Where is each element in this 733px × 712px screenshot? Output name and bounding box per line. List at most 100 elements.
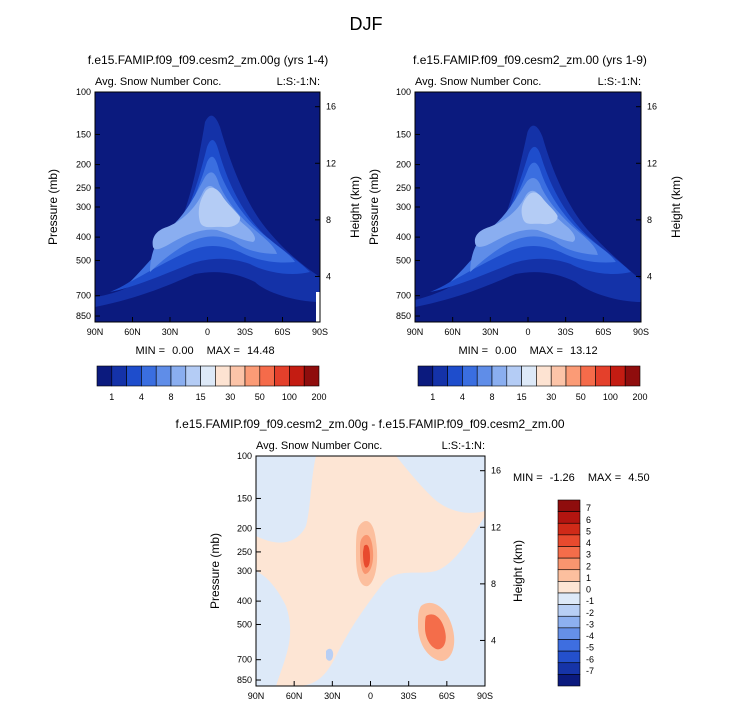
y-tick-right-label: 4 bbox=[491, 635, 496, 645]
x-tick-label: 0 bbox=[205, 327, 210, 337]
colorbar-swatch bbox=[111, 365, 127, 387]
colorbar-swatch bbox=[289, 365, 305, 387]
plot-area bbox=[95, 92, 320, 322]
missing-data-strip bbox=[316, 292, 320, 322]
colorbar-swatch bbox=[624, 365, 641, 387]
colorbar-label: -7 bbox=[586, 666, 594, 676]
colorbar-swatch bbox=[274, 365, 290, 387]
y-tick-label: 300 bbox=[76, 202, 91, 212]
stats-max-label: MAX = bbox=[530, 345, 563, 357]
contour-band-6 bbox=[521, 192, 558, 225]
colorbar-label: 4 bbox=[139, 392, 144, 402]
contour-pos-upper-3 bbox=[363, 544, 370, 568]
x-tick-label: 90N bbox=[248, 691, 265, 701]
x-tick-label: 30S bbox=[401, 691, 417, 701]
x-tick-label: 90S bbox=[633, 327, 649, 337]
colorbar: 1 4 8 15 30 50 100 200 bbox=[417, 365, 648, 402]
colorbar-label: 6 bbox=[586, 515, 591, 525]
colorbar-label: -6 bbox=[586, 654, 594, 664]
y-axis-ticks-right: 16 12 8 4 bbox=[315, 102, 336, 281]
stats-min-value: 0.00 bbox=[495, 345, 516, 357]
colorbar-swatch bbox=[595, 365, 611, 387]
y-tick-right-label: 8 bbox=[326, 215, 331, 225]
colorbar-label: 0 bbox=[586, 585, 591, 595]
colorbar-label: -3 bbox=[586, 619, 594, 629]
y-tick-label: 400 bbox=[76, 232, 91, 242]
colorbar-swatch bbox=[557, 511, 581, 524]
stats-max-value: 4.50 bbox=[628, 472, 649, 484]
stats-min-value: -1.26 bbox=[550, 472, 575, 484]
colorbar-swatch bbox=[126, 365, 142, 387]
colorbar-swatch bbox=[610, 365, 626, 387]
colorbar-label: 8 bbox=[489, 392, 494, 402]
colorbar-swatch bbox=[550, 365, 567, 387]
colorbar-label: 50 bbox=[255, 392, 265, 402]
panel-subtitle-left: Avg. Snow Number Conc. bbox=[95, 76, 221, 88]
chart-panel-2: f.e15.FAMIP.f09_f09.cesm2_zm.00 (yrs 1-9… bbox=[367, 53, 683, 402]
y-tick-label: 300 bbox=[237, 566, 252, 576]
colorbar-swatch bbox=[557, 639, 581, 652]
x-tick-label: 60S bbox=[439, 691, 455, 701]
colorbar-label: 200 bbox=[311, 392, 326, 402]
stats-line: MIN = 0.00 MAX = 13.12 bbox=[458, 345, 597, 357]
colorbar-swatch bbox=[557, 557, 581, 571]
y-axis-ticks-right: 16 12 8 4 bbox=[636, 102, 657, 281]
y-tick-label: 100 bbox=[396, 87, 411, 97]
colorbar-swatch bbox=[536, 365, 552, 387]
x-tick-label: 90N bbox=[407, 327, 424, 337]
colorbar-swatch bbox=[557, 581, 581, 594]
y-tick-label: 500 bbox=[237, 619, 252, 629]
y-axis-label: Pressure (mb) bbox=[46, 169, 60, 245]
panel-title: f.e15.FAMIP.f09_f09.cesm2_zm.00 (yrs 1-9… bbox=[413, 53, 647, 67]
y-tick-label: 250 bbox=[237, 547, 252, 557]
y-tick-label: 500 bbox=[396, 255, 411, 265]
colorbar-swatch bbox=[557, 534, 581, 547]
plot-area bbox=[415, 92, 641, 322]
x-tick-label: 60N bbox=[124, 327, 141, 337]
stats-line: MIN = -1.26 MAX = 4.50 bbox=[513, 472, 650, 484]
colorbar-label: 7 bbox=[586, 503, 591, 513]
x-tick-label: 0 bbox=[368, 691, 373, 701]
contour-negative-spot bbox=[326, 648, 334, 661]
y-tick-right-label: 8 bbox=[491, 579, 496, 589]
panel-subtitle-right: L:S:-1:N: bbox=[598, 76, 641, 88]
colorbar-swatch bbox=[215, 365, 231, 387]
y-tick-right-label: 16 bbox=[647, 102, 657, 112]
colorbar-label: -1 bbox=[586, 596, 594, 606]
colorbar-swatch bbox=[155, 365, 172, 387]
y-axis-ticks: 100 150 200 250 300 400 500 700 850 bbox=[237, 451, 261, 685]
colorbar-label: 15 bbox=[517, 392, 527, 402]
x-axis-ticks: 90N 60N 30N 0 30S 60S 90S bbox=[407, 317, 649, 337]
stats-max-label: MAX = bbox=[207, 345, 240, 357]
colorbar-swatch bbox=[229, 365, 246, 387]
colorbar-swatch bbox=[303, 365, 320, 387]
colorbar-swatch bbox=[557, 499, 581, 512]
y-tick-label: 700 bbox=[76, 291, 91, 301]
colorbar: 1 4 8 15 30 50 100 200 bbox=[96, 365, 327, 402]
stats-min-value: 0.00 bbox=[172, 345, 193, 357]
y-tick-label: 100 bbox=[76, 87, 91, 97]
y-tick-label: 200 bbox=[237, 524, 252, 534]
chart-panel-3: f.e15.FAMIP.f09_f09.cesm2_zm.00g - f.e15… bbox=[175, 417, 649, 701]
y-axis-ticks-right: 16 12 8 4 bbox=[480, 466, 501, 645]
y-axis-ticks: 100 150 200 250 300 400 500 700 850 bbox=[396, 87, 420, 321]
x-tick-label: 30S bbox=[237, 327, 253, 337]
y-tick-right-label: 12 bbox=[491, 522, 501, 532]
y-tick-label: 700 bbox=[237, 655, 252, 665]
panel-subtitle-left: Avg. Snow Number Conc. bbox=[256, 440, 382, 452]
chart-panel-1: f.e15.FAMIP.f09_f09.cesm2_zm.00g (yrs 1-… bbox=[46, 53, 362, 402]
y-tick-label: 250 bbox=[396, 183, 411, 193]
colorbar-swatch bbox=[462, 365, 478, 387]
y-tick-label: 500 bbox=[76, 255, 91, 265]
colorbar: 7 65 4 32 1 0-1 -2-3 -4 -5-6 -7 bbox=[557, 499, 594, 687]
colorbar-swatch bbox=[417, 365, 434, 387]
stats-min-label: MIN = bbox=[135, 345, 165, 357]
y-axis-label-right: Height (km) bbox=[669, 176, 683, 238]
y-tick-label: 150 bbox=[237, 493, 252, 503]
y-tick-label: 850 bbox=[237, 675, 252, 685]
y-tick-label: 700 bbox=[396, 291, 411, 301]
y-tick-label: 100 bbox=[237, 451, 252, 461]
colorbar-swatch bbox=[557, 569, 581, 582]
colorbar-label: 15 bbox=[196, 392, 206, 402]
